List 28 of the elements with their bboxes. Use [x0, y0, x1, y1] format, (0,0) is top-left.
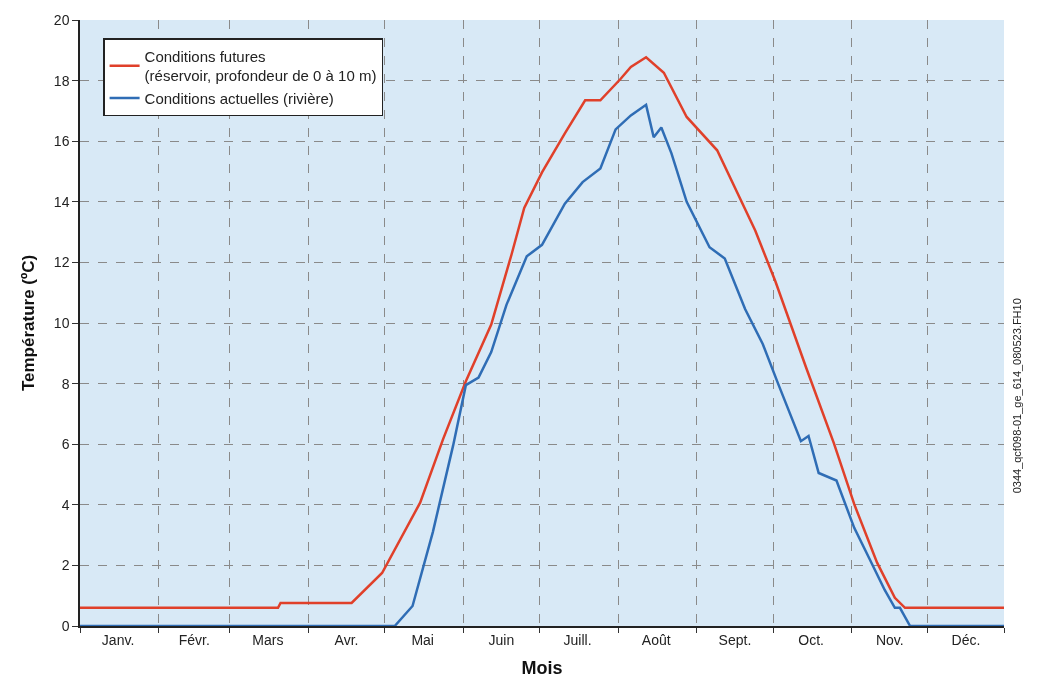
y-tick-label: 16: [53, 133, 70, 150]
x-tick-label: Sept.: [718, 631, 752, 648]
x-tick-label: Août: [641, 631, 671, 648]
y-tick-label: 14: [53, 193, 70, 210]
x-tick-label: Oct.: [798, 631, 824, 648]
x-tick-label: Janv.: [101, 631, 135, 648]
x-tick-label: Avr.: [334, 631, 359, 648]
legend-label: Conditions futures (réservoir, profondeur de 0 à 10 m): [144, 47, 377, 85]
y-tick-label: 6: [61, 436, 70, 453]
y-tick-label: 0: [61, 617, 70, 634]
text: 0344_qcf098-01_ge_614_080523.FH10: [1010, 298, 1023, 494]
y-tick-label: 4: [61, 496, 70, 513]
y-tick-label: 18: [53, 72, 70, 89]
y-axis-title: Température (ºC): [18, 254, 38, 392]
x-tick-label: Juill.: [563, 631, 592, 648]
y-tick-label: 10: [53, 314, 70, 331]
y-tick-label: 20: [53, 11, 70, 28]
x-tick-label: Mai: [411, 631, 434, 648]
y-tick-label: 12: [53, 254, 70, 271]
y-tick-label: 8: [61, 375, 70, 392]
legend-label: Conditions actuelles (rivière): [144, 89, 334, 107]
y-tick-label: 2: [61, 557, 70, 574]
x-tick-label: Juin: [488, 631, 515, 648]
x-tick-label: Déc.: [951, 631, 981, 648]
x-tick-label: Mars: [252, 631, 284, 648]
x-tick-label: Nov.: [875, 631, 904, 648]
x-tick-label: Févr.: [178, 631, 210, 648]
x-axis-title: Mois: [521, 658, 563, 679]
